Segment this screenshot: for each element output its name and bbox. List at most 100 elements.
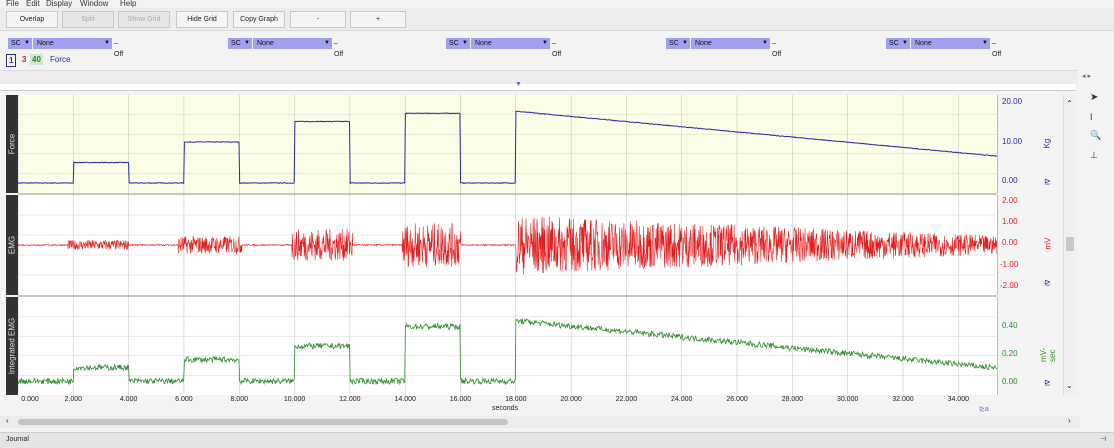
emg-channel-strip: EMG xyxy=(6,195,18,295)
scroll-down-icon[interactable]: ⌄ xyxy=(1066,381,1073,390)
integrated-emg-trace xyxy=(18,318,997,386)
journal-bar[interactable]: Journal ⊣ xyxy=(0,432,1114,448)
source-dropdown[interactable]: None ▼ xyxy=(911,38,990,49)
plot-svg[interactable] xyxy=(18,95,997,395)
x-axis[interactable]: 0.000 2.000 4.000 6.000 8.000 10.000 12.000 14.… xyxy=(18,394,997,416)
scroll-thumb[interactable] xyxy=(1066,237,1074,251)
state-label: – Off xyxy=(992,40,1002,58)
source-dropdown[interactable]: None ▼ xyxy=(33,38,112,49)
integrated-emg-y-axis[interactable]: 0.40 0.20 0.00 mV-sec ⊵ xyxy=(997,297,1060,395)
force-plot-bg xyxy=(18,95,997,193)
y-tick: 2.00 xyxy=(1002,196,1018,205)
x-tick-label: 12.000 xyxy=(339,396,361,403)
x-tick-label: 10.000 xyxy=(283,396,306,403)
channel-tab-1[interactable]: 1 xyxy=(6,54,17,67)
x-tick-label: 24.000 xyxy=(671,396,693,403)
menu-bar: File Edit Display Window Help xyxy=(0,0,1114,8)
state-label: – Off xyxy=(772,40,782,58)
sc-dropdown[interactable]: SC ▼ xyxy=(886,38,910,49)
zoom-in-button[interactable]: + xyxy=(350,11,406,28)
header-spacer xyxy=(0,70,1078,85)
x-scale-icon[interactable]: ⊵a xyxy=(979,406,989,413)
x-tick-label: 32.000 xyxy=(892,396,914,403)
integrated-emg-channel-strip: Integrated EMG xyxy=(6,297,18,395)
graph-area: Force EMG Integrated EMG 20.00 10.00 0.0… xyxy=(0,86,1114,431)
x-tick-label: 14.000 xyxy=(394,396,416,403)
menu-window[interactable]: Window xyxy=(80,0,109,8)
integrated-emg-plot-bg xyxy=(18,297,997,395)
y-tick: -2.00 xyxy=(1000,281,1019,290)
y-tick: 0.40 xyxy=(1002,321,1018,330)
state-label: – Off xyxy=(334,40,344,58)
menu-help[interactable]: Help xyxy=(120,0,137,8)
force-y-axis[interactable]: 20.00 10.00 0.00 Kg ⊵ xyxy=(997,95,1060,193)
journal-toggle-icon[interactable]: ⊣ xyxy=(1100,436,1107,443)
y-tick: 0.00 xyxy=(1002,176,1018,185)
ibeam-icon[interactable]: I xyxy=(1090,112,1093,122)
scroll-up-icon[interactable]: ⌃ xyxy=(1066,99,1073,108)
channel-selector-bar: SC ▼ None ▼ – Off SC ▼ None ▼ – Off SC ▼ None… xyxy=(0,34,1114,58)
x-tick-label: 26.000 xyxy=(726,396,748,403)
vertical-scrollbar[interactable]: ⌃ ⌄ xyxy=(1063,95,1077,395)
x-tick-label: 8.000 xyxy=(230,396,248,403)
x-tick-label: 20.000 xyxy=(560,396,582,403)
sc-dropdown[interactable]: SC ▼ xyxy=(446,38,470,49)
y-tick: 0.20 xyxy=(1002,349,1018,358)
force-channel-strip: Force xyxy=(6,95,18,193)
y-unit: mV xyxy=(1043,237,1053,250)
hide-grid-button[interactable]: Hide Grid xyxy=(176,11,228,28)
source-dropdown[interactable]: None ▼ xyxy=(691,38,770,49)
pointer-icon[interactable]: ➤ xyxy=(1090,92,1099,103)
scroll-right-icon[interactable]: › xyxy=(1068,416,1071,425)
y-tick: 20.00 xyxy=(1002,97,1023,106)
sc-dropdown[interactable]: SC ▼ xyxy=(8,38,32,49)
show-grid-button[interactable]: Show Grid xyxy=(118,11,170,28)
menu-edit[interactable]: Edit xyxy=(26,0,40,8)
x-tick-label: 0.000 xyxy=(21,396,39,403)
active-channel-name: Force xyxy=(50,55,71,64)
scroll-left-icon[interactable]: ‹ xyxy=(6,416,9,425)
y-unit: mV-sec xyxy=(1039,347,1057,362)
zoom-icon[interactable]: 🔍 xyxy=(1090,130,1102,140)
source-dropdown[interactable]: None ▼ xyxy=(253,38,332,49)
channel-tab-3[interactable]: 3 xyxy=(22,55,27,64)
emg-trace xyxy=(18,216,997,275)
sc-dropdown[interactable]: SC ▼ xyxy=(666,38,690,49)
y-tick: 1.00 xyxy=(1002,217,1018,226)
x-tick-label: 22.000 xyxy=(615,396,638,403)
menu-display[interactable]: Display xyxy=(46,0,73,8)
nav-arrows-icon[interactable]: ◂ ▸ xyxy=(1082,73,1091,80)
x-tick-label: 30.000 xyxy=(836,396,859,403)
scroll-thumb[interactable] xyxy=(18,419,508,425)
x-tick-label: 2.000 xyxy=(64,396,83,403)
autoscale-icon[interactable]: ⊵ xyxy=(1044,378,1051,387)
y-tick: 0.00 xyxy=(1002,238,1018,247)
menu-file[interactable]: File xyxy=(6,0,19,8)
x-tick-label: 4.000 xyxy=(119,396,138,403)
autoscale-icon[interactable]: ⊵ xyxy=(1044,177,1051,186)
journal-label: Journal xyxy=(6,436,29,443)
marker-bar[interactable]: ▼ xyxy=(0,81,1076,91)
sc-dropdown[interactable]: SC ▼ xyxy=(228,38,252,49)
state-label: – Off xyxy=(114,40,124,58)
y-tick: -1.00 xyxy=(1000,260,1019,269)
marker-triangle-icon[interactable]: ▼ xyxy=(515,81,522,88)
channel-tab-40[interactable]: 40 xyxy=(30,54,43,65)
source-dropdown[interactable]: None ▼ xyxy=(471,38,550,49)
x-tick-label: 18.000 xyxy=(505,396,527,403)
autoscale-icon[interactable]: ⊵ xyxy=(1044,278,1051,287)
overlap-button[interactable]: Overlap xyxy=(6,11,58,28)
horizontal-scrollbar[interactable]: ‹ › xyxy=(0,416,1080,428)
copy-graph-button[interactable]: Copy Graph xyxy=(233,11,285,28)
zoom-out-button[interactable]: - xyxy=(290,11,346,28)
emg-y-axis[interactable]: 2.00 1.00 0.00 -1.00 -2.00 mV ⊵ xyxy=(997,195,1060,295)
x-axis-label: seconds xyxy=(492,405,519,412)
state-label: – Off xyxy=(552,40,562,58)
y-tick: 0.00 xyxy=(1002,377,1018,386)
y-tick: 10.00 xyxy=(1002,137,1023,146)
scale-tool-icon[interactable]: ⊥ xyxy=(1090,150,1098,160)
split-button[interactable]: Split xyxy=(62,11,114,28)
x-tick-label: 6.000 xyxy=(175,396,193,403)
y-unit: Kg xyxy=(1042,138,1052,149)
x-tick-label: 16.000 xyxy=(449,396,472,403)
